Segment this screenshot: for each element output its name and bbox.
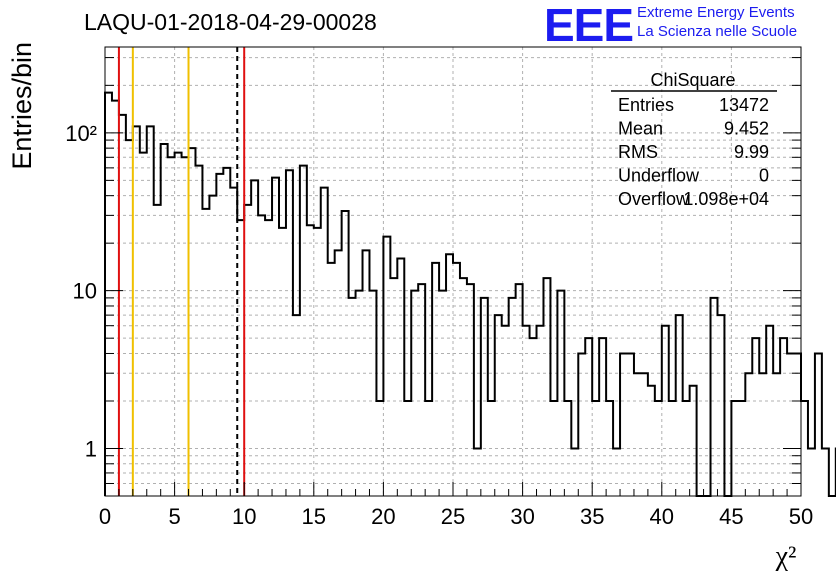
x-tick-label: 10 <box>232 504 256 529</box>
stats-label: Underflow <box>618 166 700 186</box>
stats-label: Overflow <box>618 189 690 209</box>
logo-line-1: Extreme Energy Events <box>637 4 795 21</box>
x-tick-label: 50 <box>789 504 813 529</box>
y-tick-label: 10² <box>65 121 97 146</box>
x-tick-label: 5 <box>168 504 180 529</box>
axes: 0 5 10 15 20 25 30 35 40 45 50 1 10 10² χ² Entries/bin <box>7 42 813 572</box>
y-tick-label: 10 <box>73 279 97 304</box>
x-tick-label: 0 <box>99 504 111 529</box>
stats-title: ChiSquare <box>650 70 735 90</box>
x-tick-label: 25 <box>441 504 465 529</box>
x-axis-label: χ² <box>775 541 797 572</box>
y-tick-label: 1 <box>85 436 97 461</box>
x-tick-label: 30 <box>510 504 534 529</box>
run-title: LAQU-01-2018-04-29-00028 <box>84 9 377 35</box>
y-axis-label: Entries/bin <box>7 42 37 170</box>
reference-lines <box>117 47 246 496</box>
x-tick-label: 15 <box>302 504 326 529</box>
stats-value: 13472 <box>719 95 769 115</box>
stats-box: ChiSquare Entries 13472 Mean 9.452 RMS 9.99 Und… <box>611 70 777 209</box>
grid-lines <box>105 47 801 497</box>
logo-line-2: La Scienza nelle Scuole <box>637 23 798 40</box>
stats-label: RMS <box>618 142 658 162</box>
stats-value: 0 <box>759 166 769 186</box>
x-tick-label: 35 <box>580 504 604 529</box>
x-tick-label: 40 <box>650 504 674 529</box>
stats-value: 9.99 <box>734 142 769 162</box>
stats-label: Entries <box>618 95 674 115</box>
x-tick-label: 45 <box>719 504 743 529</box>
x-tick-label: 20 <box>371 504 395 529</box>
stats-label: Mean <box>618 119 663 139</box>
plot-frame <box>104 46 802 497</box>
stats-value: 1.098e+04 <box>683 189 769 209</box>
stats-value: 9.452 <box>724 119 769 139</box>
eee-logo: EEE <box>544 0 634 51</box>
